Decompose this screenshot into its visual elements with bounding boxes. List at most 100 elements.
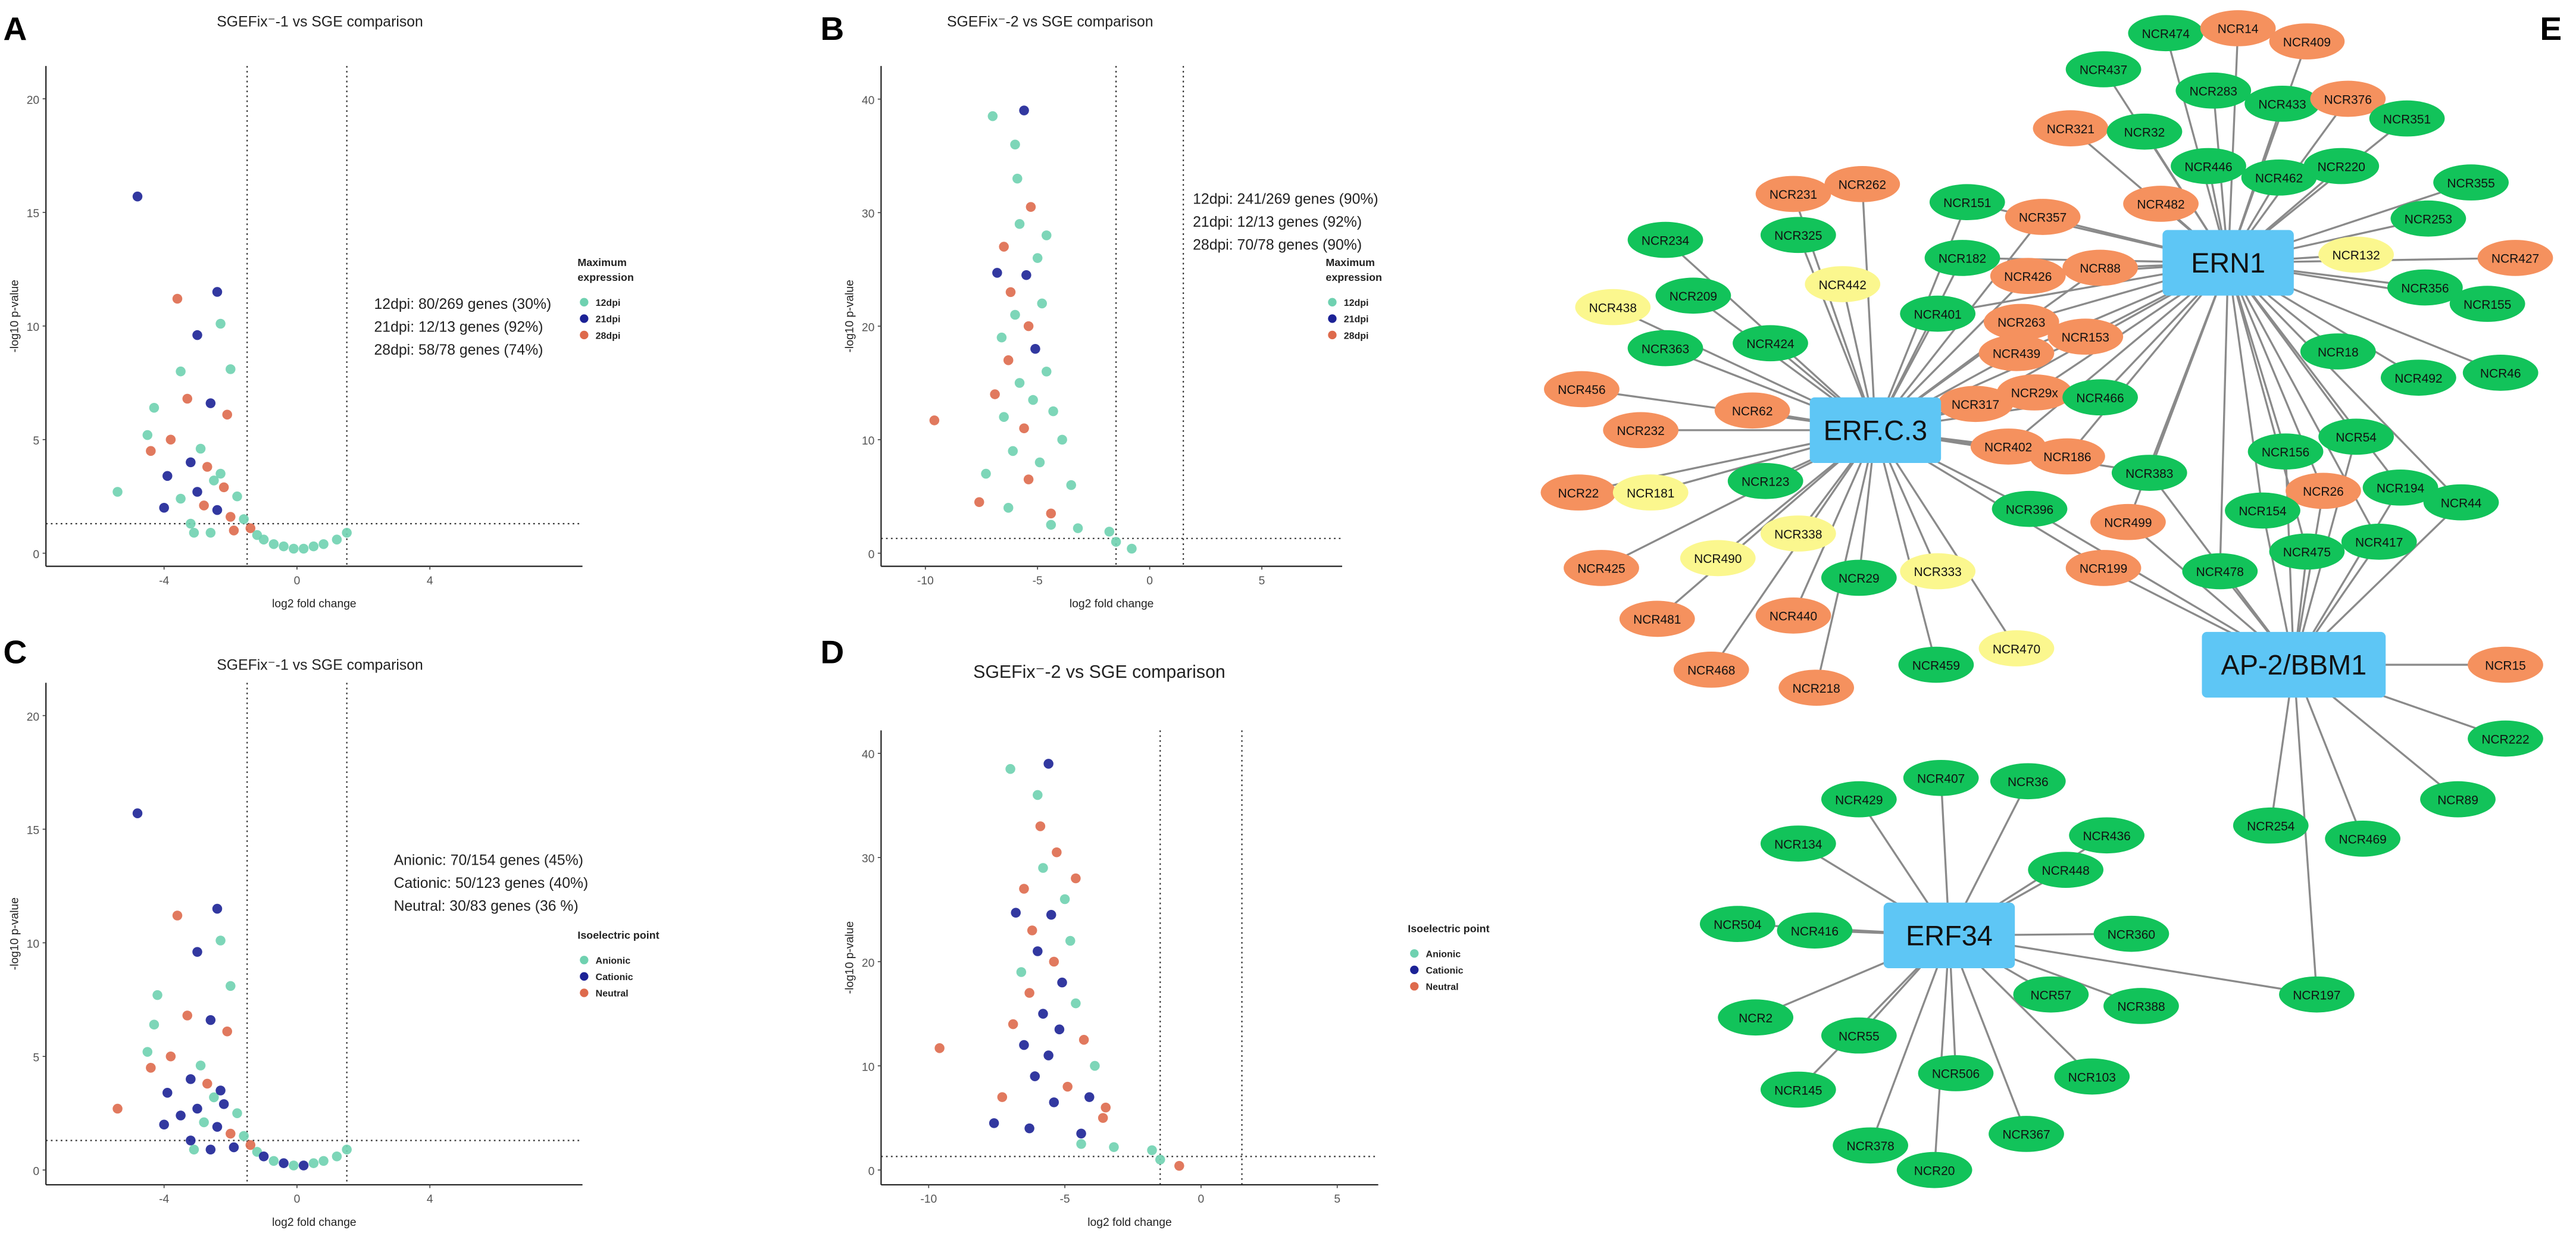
gene-node-ellipse-green — [2318, 418, 2394, 455]
gene-node-ellipse-green — [2225, 492, 2300, 529]
data-point-cationic — [215, 1085, 226, 1096]
annotation-text: 12dpi: 80/269 genes (30%) — [374, 296, 552, 312]
legend-swatch-12dpi — [1328, 298, 1337, 307]
gene-node-label: NCR499 — [2104, 517, 2152, 530]
gene-node: NCR218 — [1778, 669, 1855, 706]
data-point-anionic — [1071, 998, 1081, 1009]
data-point-cationic — [192, 1103, 202, 1114]
y-tick-label: 10 — [27, 321, 39, 334]
annotation-text: 28dpi: 58/78 genes (74%) — [374, 342, 543, 358]
gene-node-ellipse-green — [2420, 781, 2496, 818]
y-tick-label: 20 — [27, 94, 39, 107]
legend-label: 21dpi — [1344, 315, 1369, 325]
data-point-28dpi — [146, 446, 156, 456]
data-point-28dpi — [172, 293, 183, 304]
gene-node-label: NCR29x — [2011, 387, 2059, 400]
gene-node: NCR44 — [2423, 484, 2499, 521]
gene-node-ellipse-orange — [2062, 249, 2138, 286]
x-axis-label: log2 fold change — [272, 1216, 357, 1229]
data-point-12dpi — [239, 514, 249, 524]
gene-node-label: NCR194 — [2377, 482, 2425, 496]
gene-node-ellipse-yellow — [1805, 266, 1881, 302]
data-point-anionic — [342, 1144, 352, 1155]
gene-node: NCR402 — [1970, 428, 2046, 465]
gene-node-ellipse-orange — [1996, 374, 2072, 411]
gene-node-label: NCR15 — [2485, 659, 2526, 672]
gene-node-label: NCR475 — [2283, 546, 2331, 559]
gene-node-ellipse-orange — [1755, 597, 1831, 634]
panel-letter-d: D — [820, 633, 844, 670]
data-point-neutral — [222, 1026, 233, 1037]
gene-node: NCR363 — [1627, 330, 1703, 367]
data-point-anionic — [1147, 1145, 1157, 1156]
gene-node-label: NCR437 — [2080, 64, 2127, 77]
network-edge — [2227, 28, 2239, 263]
gene-node: NCR506 — [1918, 1055, 1994, 1091]
gene-node: NCR456 — [1544, 371, 1620, 408]
data-point-21dpi — [1021, 270, 1031, 280]
data-point-anionic — [318, 1156, 329, 1166]
annotation-text: Neutral: 30/83 genes (36 %) — [394, 899, 579, 915]
gene-node: NCR433 — [2244, 85, 2320, 122]
gene-node-ellipse-green — [2128, 15, 2204, 52]
network-edge — [1948, 935, 2028, 1135]
gene-node-ellipse-green — [2449, 286, 2525, 322]
legend: Maximum expression 12dpi 21dpi 28dpi — [1325, 256, 1382, 341]
gene-node: NCR57 — [2013, 976, 2089, 1013]
gene-node: NCR388 — [2103, 988, 2179, 1024]
gene-node: NCR62 — [1714, 392, 1790, 429]
data-point-21dpi — [159, 502, 169, 513]
network-edge — [2227, 262, 2264, 511]
gene-node-ellipse-green — [2380, 359, 2456, 396]
gene-node-ellipse-orange — [1990, 258, 2066, 295]
legend-swatch-28dpi — [1328, 330, 1337, 340]
data-point-21dpi — [186, 457, 196, 468]
gene-node-ellipse-yellow — [1575, 289, 1651, 326]
gene-node: NCR429 — [1821, 781, 1897, 818]
gene-node-ellipse-orange — [1544, 371, 1620, 408]
gene-node: NCR427 — [2477, 240, 2553, 276]
data-point-cationic — [1033, 946, 1043, 956]
gene-node: NCR416 — [1777, 912, 1853, 949]
gene-node-label: NCR222 — [2481, 733, 2529, 746]
gene-node: NCR376 — [2310, 80, 2386, 117]
gene-node: NCR333 — [1900, 553, 1976, 590]
gene-node-ellipse-green — [2269, 533, 2345, 570]
data-point-neutral — [1008, 1019, 1018, 1030]
gene-node: NCR475 — [2269, 533, 2345, 570]
data-point-12dpi — [1010, 309, 1020, 320]
data-point-28dpi — [974, 497, 984, 508]
y-tick-label: 10 — [862, 435, 874, 448]
x-tick-label: 0 — [1198, 1193, 1205, 1206]
data-point-12dpi — [186, 518, 196, 529]
gene-node-ellipse-green — [1821, 1017, 1897, 1054]
gene-node-label: NCR151 — [1943, 196, 1991, 210]
data-point-12dpi — [1041, 367, 1052, 377]
data-point-anionic — [149, 1019, 160, 1030]
gene-node-ellipse-green — [2279, 976, 2355, 1013]
data-point-cationic — [192, 947, 202, 957]
data-point-12dpi — [1066, 480, 1076, 490]
gene-node-ellipse-orange — [2033, 110, 2109, 146]
legend-title: expression — [577, 271, 634, 283]
data-point-neutral — [245, 1140, 256, 1150]
data-point-12dpi — [1057, 434, 1067, 445]
gene-node-ellipse-yellow — [1978, 630, 2055, 666]
gene-node: NCR436 — [2069, 817, 2144, 854]
gene-node-label: NCR462 — [2255, 172, 2303, 186]
hub-label: ERF34 — [1906, 920, 1993, 951]
y-axis-label: -log10 p-value — [843, 921, 856, 994]
gene-node: NCR253 — [2390, 200, 2466, 237]
gene-node: NCR103 — [2054, 1058, 2130, 1095]
gene-node: NCR232 — [1603, 412, 1679, 449]
gene-node-label: NCR156 — [2262, 446, 2309, 459]
gene-node: NCR29 — [1821, 559, 1897, 596]
data-point-21dpi — [192, 330, 202, 340]
gene-node-ellipse-green — [1821, 781, 1897, 818]
gene-node: NCR482 — [2123, 186, 2199, 222]
gene-node-label: NCR492 — [2394, 372, 2442, 386]
data-point-anionic — [1109, 1142, 1119, 1152]
gene-node: NCR474 — [2128, 15, 2204, 52]
gene-node-label: NCR29 — [1839, 572, 1880, 586]
gene-node-label: NCR197 — [2293, 988, 2340, 1002]
